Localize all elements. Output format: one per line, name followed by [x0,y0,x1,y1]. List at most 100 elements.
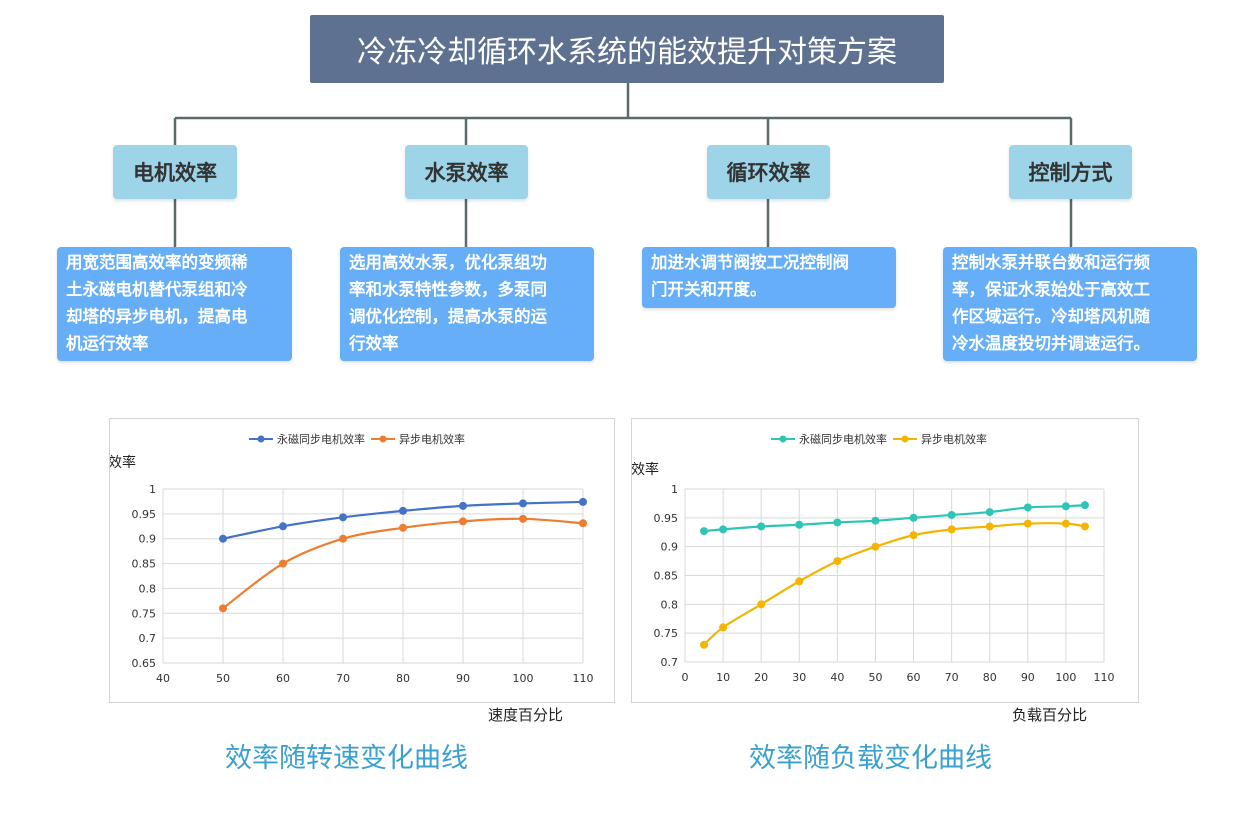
chart-caption: 效率随负载变化曲线 [749,743,992,774]
legend-label: 永磁同步电机效率 [799,432,887,446]
x-tick-label: 110 [1094,671,1115,684]
data-point [871,542,880,551]
data-point [833,557,842,566]
connector-lines [173,83,1073,247]
x-tick-label: 50 [868,671,882,684]
y-tick-label: 0.7 [661,656,679,669]
y-axis-title: 效率 [632,461,659,478]
category-control-method: 控制方式 [1009,145,1132,199]
x-axis-title: 负载百分比 [1012,706,1088,724]
description-line: 选用高效水泵，优化泵组功 [349,253,547,272]
description-line: 却塔的异步电机，提高电 [66,307,248,326]
category-pump-efficiency: 水泵效率 [405,145,528,199]
data-point [1080,522,1089,531]
data-point [1061,502,1070,511]
description-control-method: 控制水泵并联台数和运行频 率，保证水泵始处于高效工 作区域运行。冷却塔风机随 冷… [943,247,1197,361]
data-point [795,577,804,586]
data-point [1061,519,1070,528]
x-tick-label: 0 [682,671,689,684]
x-tick-label: 100 [1055,671,1076,684]
category-motor-efficiency: 电机效率 [113,145,237,199]
data-point [985,508,994,517]
data-point [459,517,467,526]
legend-label: 永磁同步电机效率 [277,432,365,446]
data-point [399,506,407,515]
data-point [700,640,709,649]
data-point [985,522,994,531]
description-line: 用宽范围高效率的变频稀 [66,253,248,272]
y-tick-label: 0.85 [654,570,679,583]
data-point [1023,519,1032,528]
description-line: 门开关和开度。 [651,280,767,299]
legend-marker [779,435,787,443]
data-point [519,499,527,508]
x-tick-label: 60 [907,671,921,684]
x-tick-label: 40 [156,672,170,685]
chart-caption: 效率随转速变化曲线 [225,743,468,774]
y-tick-label: 0.85 [132,558,157,571]
category-circulation-efficiency: 循环效率 [707,145,830,199]
y-tick-label: 0.65 [132,657,157,670]
x-tick-label: 50 [216,672,230,685]
data-point [579,497,587,506]
description-line: 调优化控制，提高水泵的运 [349,307,547,326]
x-tick-label: 90 [456,672,470,685]
description-line: 作区域运行。冷却塔风机随 [952,307,1150,326]
data-point [833,518,842,527]
y-tick-label: 0.75 [132,607,157,620]
legend-marker [901,435,909,443]
description-line: 冷水温度投切并调速运行。 [952,334,1150,353]
y-tick-label: 1 [671,483,678,496]
x-tick-label: 30 [792,671,806,684]
y-tick-label: 0.95 [654,512,679,525]
x-tick-label: 100 [513,672,534,685]
data-point [909,531,918,540]
x-tick-label: 90 [1021,671,1035,684]
x-tick-label: 80 [983,671,997,684]
data-point [1080,501,1089,510]
description-line: 土永磁电机替代泵组和冷 [66,280,248,299]
data-point [795,520,804,529]
y-tick-label: 0.8 [661,598,679,611]
data-point [947,525,956,534]
x-tick-label: 70 [945,671,959,684]
diagram-title: 冷冻冷却循环水系统的能效提升对策方案 [310,15,944,83]
data-point [909,513,918,522]
x-tick-label: 60 [276,672,290,685]
data-point [219,534,227,543]
x-tick-label: 80 [396,672,410,685]
data-point [339,513,347,522]
x-tick-label: 110 [573,672,594,685]
legend-label: 异步电机效率 [921,432,987,446]
data-point [219,604,227,613]
chart-svg: 0.65 0.7 0.75 0.8 0.85 0.9 0.95 1 40 50 60 70 80 90 10… [110,432,594,685]
description-line: 行效率 [349,334,399,353]
x-axis-title: 速度百分比 [488,706,564,724]
y-tick-label: 0.95 [132,508,157,521]
y-tick-label: 0.75 [654,627,679,640]
data-point [1023,503,1032,512]
data-point [757,600,766,609]
data-point [947,510,956,519]
chart-efficiency-vs-speed: 0.65 0.7 0.75 0.8 0.85 0.9 0.95 1 40 50 60 70 80 90 10… [109,418,615,703]
data-point [279,522,287,531]
data-point [279,559,287,568]
data-point [339,534,347,543]
y-tick-label: 0.7 [139,632,157,645]
description-line: 机运行效率 [66,334,149,353]
y-tick-label: 0.8 [139,582,157,595]
data-point [871,516,880,525]
legend-label: 异步电机效率 [399,432,465,446]
data-point [579,519,587,528]
description-line: 率，保证水泵始处于高效工 [952,280,1150,299]
description-circulation-efficiency: 加进水调节阀按工况控制阀 门开关和开度。 [642,247,896,308]
x-tick-label: 20 [754,671,768,684]
y-tick-label: 0.9 [139,533,157,546]
y-tick-label: 1 [149,483,156,496]
data-point [719,525,728,534]
data-point [399,523,407,532]
data-point [459,501,467,510]
description-motor-efficiency: 用宽范围高效率的变频稀 土永磁电机替代泵组和冷 却塔的异步电机，提高电 机运行效… [57,247,292,361]
data-point [519,514,527,523]
